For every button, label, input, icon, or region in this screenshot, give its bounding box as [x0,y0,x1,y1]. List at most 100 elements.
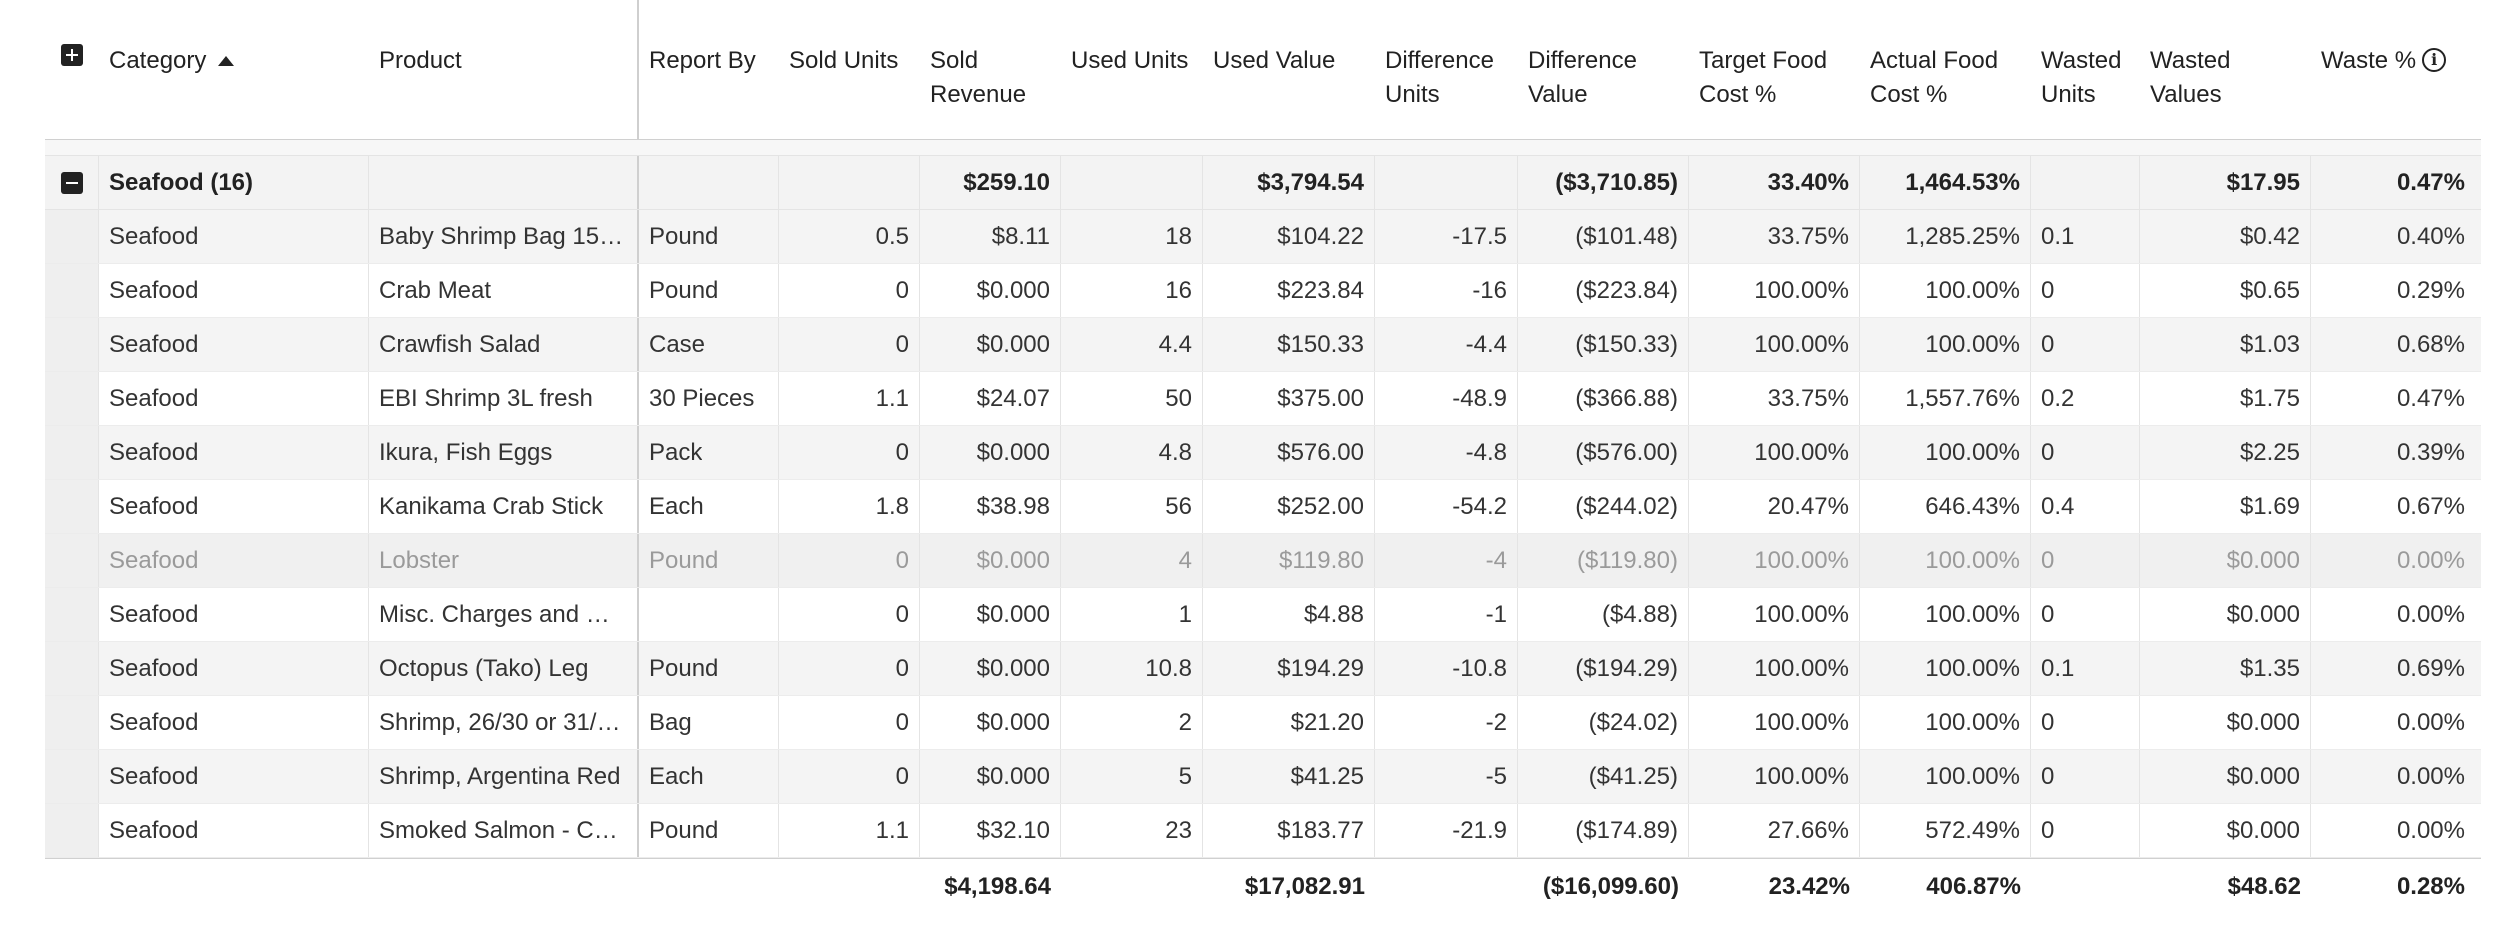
table-row[interactable]: Seafood Shrimp, 26/30 or 31/… Bag 0 $0.000 2 $… [45,696,2481,750]
cell-sold-units: 0.5 [779,210,920,263]
cell-text: Smoked Salmon - Ch… [379,816,627,844]
table-row[interactable]: Seafood Crab Meat Pound 0 $0.000 16 $223.84 -16… [45,264,2481,318]
cell-sold-units: 0 [779,318,920,371]
column-header-category[interactable]: Category [99,0,369,139]
cell-text: 4.4 [1158,330,1192,358]
cell-text: 646.43% [1925,492,2020,520]
cell-text: Pound [649,816,719,844]
column-header-used-units[interactable]: Used Units [1061,0,1203,139]
column-header-label: Product [379,47,462,74]
cell-report-by: Pound [639,804,779,857]
table-row[interactable]: Seafood Shrimp, Argentina Red Each 0 $0.000 5… [45,750,2481,804]
cell-text: ($244.02) [1575,492,1678,520]
cell-used-value: $119.80 [1203,534,1375,587]
cell-difference-units: -54.2 [1375,480,1518,533]
cell-text: -10.8 [1452,654,1507,682]
table-row[interactable]: Seafood Smoked Salmon - Ch… Pound 1.1 $32.10… [45,804,2481,858]
column-header-actual-food-cost[interactable]: Actual Food Cost % [1860,0,2031,139]
cell-text: 4 [1178,546,1192,574]
cell-text: Seafood [109,330,199,358]
cell-text: 30 Pieces [649,384,755,412]
cell-difference-value: ($244.02) [1518,480,1689,533]
column-header-report-by[interactable]: Report By [639,0,779,139]
cell-used-units: 5 [1061,750,1203,803]
cell-text: ($119.80) [1577,546,1678,574]
cell-report-by: Pound [639,534,779,587]
cell-text: 100.00% [1754,762,1849,790]
column-header-used-value[interactable]: Used Value [1203,0,1375,139]
cell-text: $150.33 [1277,330,1364,358]
cell-text: $0.000 [976,654,1050,682]
group-cell-empty [2031,156,2140,209]
cell-text: 0.00% [2396,546,2465,574]
column-header-wasted-units[interactable]: Wasted Units [2031,0,2140,139]
cell-used-units: 2 [1061,696,1203,749]
cell-text: 100.00% [1754,654,1849,682]
cell-text: 100.00% [1925,654,2020,682]
cell-waste-pct: 0.68% [2311,318,2475,371]
cell-actual-food-cost: 1,557.76% [1860,372,2031,425]
cell-text: $1.69 [2239,492,2300,520]
column-header-wasted-values[interactable]: Wasted Values [2140,0,2311,139]
column-header-product[interactable]: Product [369,0,639,139]
column-header-waste-pct[interactable]: Waste % i [2311,0,2475,139]
table-row[interactable]: Seafood Ikura, Fish Eggs Pack 0 $0.000 4.8 $57… [45,426,2481,480]
table-row[interactable]: Seafood EBI Shrimp 3L fresh 30 Pieces 1.1 $2… [45,372,2481,426]
table-row[interactable]: Seafood Misc. Charges and Cr… 0 $0.000 1 $4.8… [45,588,2481,642]
cell-difference-value: ($150.33) [1518,318,1689,371]
cell-used-units: 1 [1061,588,1203,641]
cell-text: Seafood [109,222,199,250]
cell-text: Seafood [109,384,199,412]
cell-difference-value: ($223.84) [1518,264,1689,317]
cell-target-food-cost: 100.00% [1689,426,1860,479]
cell-text: 0.00% [2396,816,2465,844]
cell-actual-food-cost: 1,285.25% [1860,210,2031,263]
column-header-difference-units[interactable]: Difference Units [1375,0,1518,139]
cell-text: 0.67% [2396,492,2465,520]
group-row-seafood[interactable]: Seafood (16) $259.10 $3,794.54 ($3,710.8… [45,156,2481,210]
cell-text: 0.1 [2041,222,2075,250]
table-row[interactable]: Seafood Octopus (Tako) Leg Pound 0 $0.000 10.… [45,642,2481,696]
cell-text: -4 [1485,546,1507,574]
cell-text: -4.8 [1465,438,1507,466]
table-row[interactable]: Seafood Baby Shrimp Bag 15… Pound 0.5 $8.11 1… [45,210,2481,264]
column-header-difference-value[interactable]: Difference Value [1518,0,1689,139]
cell-sold-units: 1.1 [779,804,920,857]
cell-sold-revenue: $0.000 [920,750,1061,803]
table-row[interactable]: Seafood Crawfish Salad Case 0 $0.000 4.4 $150.… [45,318,2481,372]
cell-waste-pct: 0.39% [2311,426,2475,479]
cell-text: ($101.48) [1575,222,1678,250]
cell-used-value: $375.00 [1203,372,1375,425]
collapse-group-button[interactable] [45,156,99,209]
table-row[interactable]: Seafood Kanikama Crab Stick Each 1.8 $38.98 5… [45,480,2481,534]
column-header-sold-revenue[interactable]: Sold Revenue [920,0,1061,139]
cell-wasted-values: $1.75 [2140,372,2311,425]
cell-waste-pct: 0.00% [2311,534,2475,587]
cell-product: Crab Meat [369,264,639,317]
cell-target-food-cost: 100.00% [1689,318,1860,371]
cell-text: 0 [2041,546,2055,574]
cell-text: 23 [1165,816,1192,844]
column-header-label: Report By [649,47,756,74]
cell-text: 0 [895,276,909,304]
column-header-sold-units[interactable]: Sold Units [779,0,920,139]
cell-waste-pct: 0.40% [2311,210,2475,263]
expand-all-button[interactable] [45,0,99,139]
data-rows: Seafood Baby Shrimp Bag 15… Pound 0.5 $8.11 1… [45,210,2481,858]
cell-target-food-cost: 100.00% [1689,588,1860,641]
table-row[interactable]: Seafood Lobster Pound 0 $0.000 4 $119.80 -4 ($11… [45,534,2481,588]
cell-product: Shrimp, 26/30 or 31/… [369,696,639,749]
info-icon[interactable]: i [2422,48,2447,72]
column-header-target-food-cost[interactable]: Target Food Cost % [1689,0,1860,139]
cell-text: Seafood [109,492,199,520]
footer-cell-empty [99,859,369,914]
cell-product: Lobster [369,534,639,587]
group-actual-food-cost: 1,464.53% [1860,156,2031,209]
cell-text: 0.5 [875,222,909,250]
cell-waste-pct: 0.00% [2311,750,2475,803]
cell-actual-food-cost: 100.00% [1860,426,2031,479]
cell-text: 1.1 [875,816,909,844]
cell-text: $32.10 [976,816,1050,844]
cell-used-units: 4 [1061,534,1203,587]
cell-text: $0.000 [976,276,1050,304]
